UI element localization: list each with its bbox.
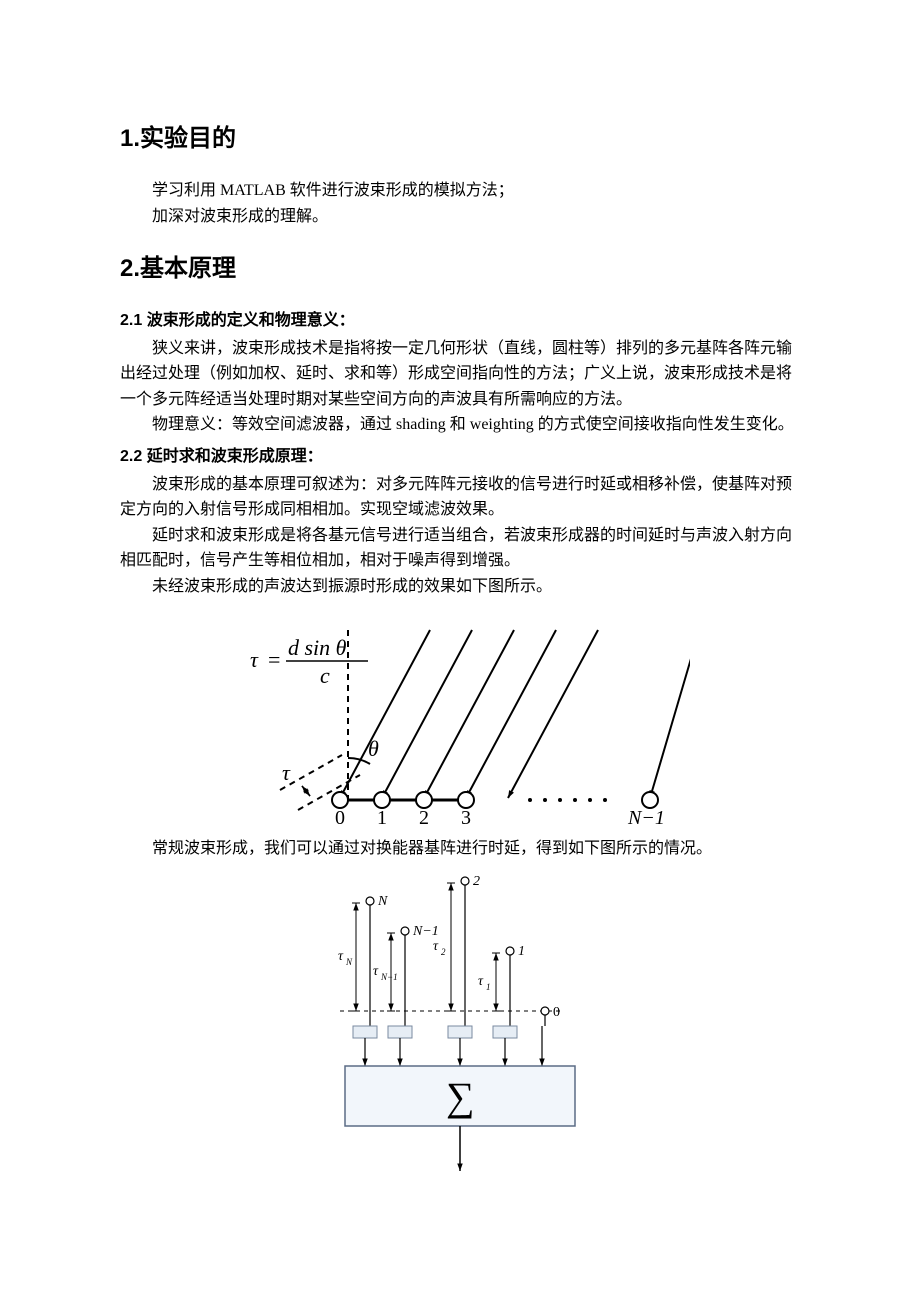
svg-text:N: N xyxy=(377,894,388,909)
svg-text:τ: τ xyxy=(250,647,259,672)
para-1: 学习利用 MATLAB 软件进行波束形成的模拟方法； xyxy=(120,178,800,204)
para-6: 延时求和波束形成是将各基元信号进行适当组合，若波束形成器的时间延时与声波入射方向… xyxy=(120,523,800,574)
para-3: 狭义来讲，波束形成技术是指将按一定几何形状（直线，圆柱等）排列的多元基阵各阵元输… xyxy=(120,336,800,413)
para-2: 加深对波束形成的理解。 xyxy=(120,204,800,230)
svg-text:N−1: N−1 xyxy=(627,807,665,829)
svg-text:τ: τ xyxy=(433,939,439,954)
page-root: 1.实验目的 学习利用 MATLAB 软件进行波束形成的模拟方法； 加深对波束形… xyxy=(0,0,920,1251)
svg-text:τ: τ xyxy=(282,760,291,785)
svg-text:2: 2 xyxy=(419,807,429,829)
heading-experiment-purpose: 1.实验目的 xyxy=(120,120,800,158)
svg-text:d sin θ: d sin θ xyxy=(288,635,347,660)
svg-text:N−1: N−1 xyxy=(412,924,439,939)
figure-2-svg: NτNN−1τN−12τ21τ10∑ xyxy=(310,871,610,1191)
svg-text:1: 1 xyxy=(518,944,525,959)
para-4: 物理意义：等效空间滤波器，通过 shading 和 weighting 的方式使… xyxy=(120,412,800,438)
svg-text:N−1: N−1 xyxy=(380,972,398,982)
svg-text:τ: τ xyxy=(338,949,344,964)
subheading-2-1: 2.1 波束形成的定义和物理意义： xyxy=(120,308,800,334)
svg-text:τ: τ xyxy=(478,974,484,989)
svg-text:3: 3 xyxy=(461,807,471,829)
heading-basic-principle: 2.基本原理 xyxy=(120,250,800,288)
svg-text:=: = xyxy=(268,647,280,672)
figure-1-svg: θ τ 0 1 2 3 N−1 τ = d sin θ c xyxy=(230,610,690,830)
svg-text:2: 2 xyxy=(473,874,480,889)
svg-text:0: 0 xyxy=(335,807,345,829)
svg-text:θ: θ xyxy=(368,736,379,761)
para-7: 未经波束形成的声波达到振源时形成的效果如下图所示。 xyxy=(120,574,800,600)
svg-text:2: 2 xyxy=(441,947,446,957)
para-8: 常规波束形成，我们可以通过对换能器基阵进行时延，得到如下图所示的情况。 xyxy=(120,836,800,862)
figure-1-array-geometry: θ τ 0 1 2 3 N−1 τ = d sin θ c xyxy=(230,610,690,830)
svg-text:1: 1 xyxy=(377,807,387,829)
svg-text:0: 0 xyxy=(553,1005,560,1020)
para-5: 波束形成的基本原理可叙述为：对多元阵阵元接收的信号进行时延或相移补偿，使基阵对预… xyxy=(120,472,800,523)
svg-text:c: c xyxy=(320,663,330,688)
subheading-2-2: 2.2 延时求和波束形成原理： xyxy=(120,444,800,470)
svg-text:τ: τ xyxy=(373,964,379,979)
figure-2-delay-sum: NτNN−1τN−12τ21τ10∑ xyxy=(310,871,610,1191)
svg-text:N: N xyxy=(345,957,353,967)
svg-text:1: 1 xyxy=(486,982,491,992)
svg-text:∑: ∑ xyxy=(446,1074,475,1119)
